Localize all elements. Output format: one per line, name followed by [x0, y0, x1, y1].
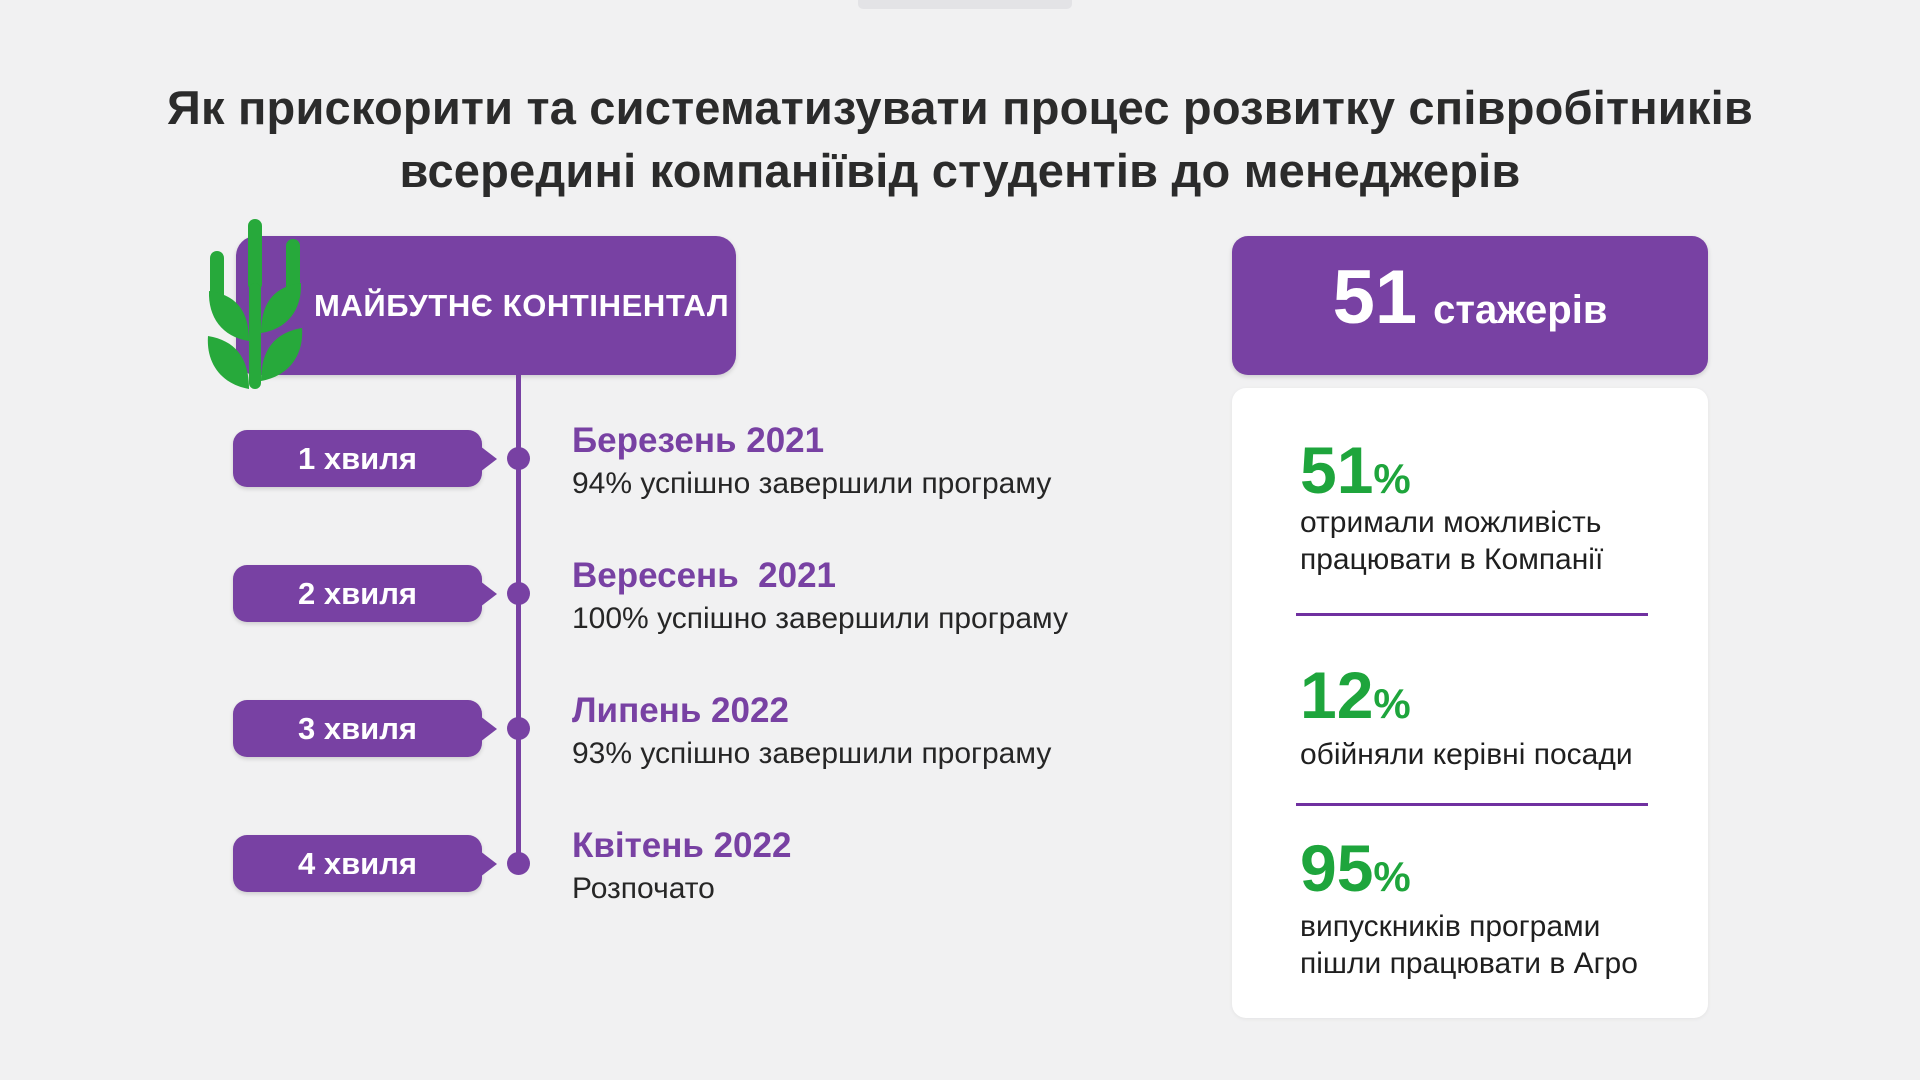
percent-sign: % [1373, 680, 1411, 727]
timeline-date-2: Вересень 2021 [572, 556, 837, 595]
stat-number: 51 [1300, 433, 1374, 507]
timeline-wave-label-2: 2 хвиля [233, 565, 482, 622]
stat-value-3: 95% [1300, 835, 1411, 901]
stat-description-3: випускників програми пішли працювати в А… [1300, 910, 1638, 980]
percent-sign: % [1373, 455, 1411, 502]
timeline-result-2: 100% успішно завершили програму [572, 602, 1069, 635]
program-name-box: МАЙБУТНЄ КОНТІНЕНТАЛ [236, 236, 736, 375]
interns-total-box: 51 стажерів [1232, 236, 1708, 375]
timeline-result-3: 93% успішно завершили програму [572, 737, 1052, 770]
stat-divider-1 [1296, 613, 1648, 616]
program-name: МАЙБУТНЄ КОНТІНЕНТАЛ [314, 287, 730, 323]
timeline-date-4: Квітень 2022 [572, 826, 792, 865]
top-notch-decoration [858, 0, 1072, 9]
interns-count-label: стажерів [1433, 288, 1608, 332]
stat-divider-2 [1296, 803, 1648, 806]
stats-card: 51% отримали можливість працювати в Комп… [1232, 388, 1708, 1018]
wave-label-text: 3 хвиля [298, 710, 417, 746]
wave-label-text: 2 хвиля [298, 575, 417, 611]
stat-value-1: 51% [1300, 437, 1411, 503]
wave-label-text: 1 хвиля [298, 440, 417, 476]
stat-value-2: 12% [1300, 662, 1411, 728]
slide-title-line-1: Як прискорити та систематизувати процес … [167, 81, 1753, 134]
timeline-date-1: Березень 2021 [572, 421, 825, 460]
slide-title-line-2: всередині компаніївід студентів до менед… [399, 144, 1521, 197]
wave-label-text: 4 хвиля [298, 845, 417, 881]
percent-sign: % [1373, 853, 1411, 900]
timeline-result-1: 94% успішно завершили програму [572, 467, 1052, 500]
timeline-dot-4 [507, 852, 530, 875]
timeline-result-4: Розпочато [572, 872, 715, 905]
stat-description-1: отримали можливість працювати в Компанії [1300, 506, 1604, 576]
timeline-wave-label-3: 3 хвиля [233, 700, 482, 757]
stat-number: 12 [1300, 658, 1374, 732]
timeline-dot-2 [507, 582, 530, 605]
timeline-dot-3 [507, 717, 530, 740]
wheat-icon [207, 219, 303, 389]
timeline-wave-label-4: 4 хвиля [233, 835, 482, 892]
timeline-wave-label-1: 1 хвиля [233, 430, 482, 487]
timeline-line [516, 375, 521, 866]
interns-count: 51 [1332, 255, 1418, 340]
stat-description-2: обійняли керівні посади [1300, 738, 1633, 771]
timeline-date-3: Липень 2022 [572, 691, 789, 730]
timeline-dot-1 [507, 447, 530, 470]
stat-number: 95 [1300, 831, 1374, 905]
slide-title: Як прискорити та систематизувати процес … [0, 76, 1920, 202]
